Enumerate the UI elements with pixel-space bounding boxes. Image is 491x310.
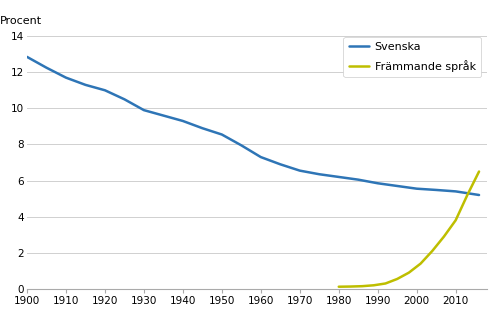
Svenska [414, 187, 420, 191]
Svenska [316, 172, 322, 176]
Främmande språk [418, 262, 424, 265]
Svenska [44, 66, 50, 69]
Svenska [258, 155, 264, 159]
Line: Svenska: Svenska [27, 57, 479, 195]
Främmande språk [464, 193, 470, 197]
Legend: Svenska, Främmande språk: Svenska, Främmande språk [344, 37, 481, 78]
Svenska [199, 126, 205, 130]
Svenska [277, 162, 283, 166]
Svenska [297, 169, 303, 172]
Svenska [375, 181, 381, 185]
Svenska [24, 55, 30, 59]
Svenska [219, 133, 225, 136]
Svenska [433, 188, 439, 192]
Svenska [394, 184, 400, 188]
Line: Främmande språk: Främmande språk [339, 171, 479, 287]
Främmande språk [441, 235, 447, 238]
Svenska [102, 88, 108, 92]
Främmande språk [348, 285, 354, 288]
Svenska [355, 178, 361, 182]
Främmande språk [429, 249, 435, 253]
Svenska [464, 191, 470, 195]
Svenska [161, 114, 166, 117]
Främmande språk [359, 284, 365, 288]
Svenska [63, 76, 69, 79]
Svenska [476, 193, 482, 197]
Svenska [336, 175, 342, 179]
Främmande språk [371, 283, 377, 287]
Främmande språk [382, 281, 388, 285]
Svenska [239, 144, 245, 147]
Främmande språk [453, 219, 459, 222]
Svenska [121, 97, 127, 101]
Text: Procent: Procent [0, 16, 42, 26]
Främmande språk [476, 170, 482, 173]
Svenska [453, 189, 459, 193]
Främmande språk [336, 285, 342, 289]
Främmande språk [394, 277, 400, 281]
Svenska [82, 83, 88, 87]
Svenska [180, 119, 186, 123]
Främmande språk [406, 271, 412, 274]
Svenska [141, 108, 147, 112]
